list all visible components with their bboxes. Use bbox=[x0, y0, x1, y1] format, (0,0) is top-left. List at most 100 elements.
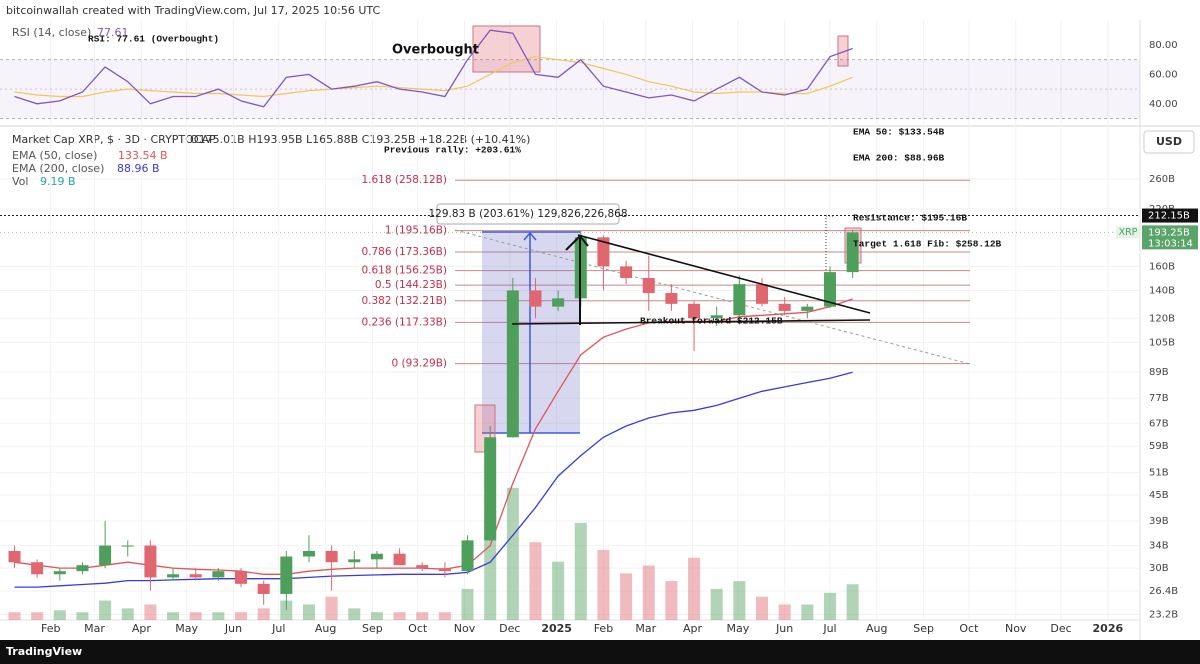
y-tick-label: 30B bbox=[1149, 563, 1169, 574]
candle-body bbox=[144, 545, 157, 578]
x-tick-label: Sep bbox=[913, 622, 934, 635]
y-tick-label: 120B bbox=[1149, 313, 1175, 324]
triangle-arrow bbox=[565, 234, 589, 325]
last-price-label: 193.25B bbox=[1148, 227, 1190, 238]
candle-body bbox=[235, 571, 248, 584]
volume-bar bbox=[597, 550, 610, 620]
rsi-tick-label: 80.00 bbox=[1149, 40, 1178, 51]
candle-body bbox=[302, 550, 315, 557]
y-tick-label: 26.4B bbox=[1149, 586, 1178, 597]
measure-label: 129.83 B (203.61%) 129,826,226,868 bbox=[428, 208, 627, 220]
candle-body bbox=[529, 290, 542, 307]
volume-bar bbox=[642, 565, 655, 620]
volume-bar bbox=[235, 612, 248, 620]
volume-bar bbox=[302, 604, 315, 620]
x-tick-label: Nov bbox=[454, 622, 476, 635]
annotation: Overbought bbox=[392, 43, 479, 58]
x-tick-label: 2025 bbox=[541, 622, 572, 635]
volume-bar bbox=[823, 592, 836, 620]
annotation: RSI: 77.61 (Overbought) bbox=[88, 34, 219, 45]
volume-bar bbox=[778, 604, 791, 620]
x-tick-label: Aug bbox=[866, 622, 887, 635]
candle-body bbox=[325, 550, 338, 563]
volume-bar bbox=[552, 561, 565, 620]
x-tick-label: Feb bbox=[594, 622, 613, 635]
x-tick-label: Dec bbox=[499, 622, 520, 635]
y-tick-label: 260B bbox=[1149, 174, 1175, 185]
volume-bar bbox=[438, 612, 451, 620]
annotation: EMA 200: $88.96B bbox=[853, 153, 945, 164]
fib-label: 0.236 (117.33B) bbox=[361, 316, 447, 328]
x-tick-label: Mar bbox=[635, 622, 656, 635]
candle-body bbox=[189, 574, 202, 578]
y-tick-label: 59B bbox=[1149, 441, 1169, 452]
candle-body bbox=[552, 298, 565, 307]
y-tick-label: 105B bbox=[1149, 337, 1175, 348]
volume-bar bbox=[710, 588, 723, 620]
x-tick-label: Oct bbox=[959, 622, 979, 635]
y-tick-label: 89B bbox=[1149, 367, 1169, 378]
footer-brand: TradingView bbox=[6, 645, 82, 658]
triangle-line bbox=[577, 234, 871, 314]
candle-body bbox=[257, 583, 270, 594]
x-tick-label: Nov bbox=[1005, 622, 1027, 635]
volume-bar bbox=[620, 573, 633, 620]
legend-name: Vol bbox=[12, 175, 28, 188]
measure-label-box bbox=[436, 203, 620, 225]
candle-body bbox=[53, 571, 66, 575]
y-tick-label: 45B bbox=[1149, 490, 1169, 501]
price-line-label: 212.15B bbox=[1148, 211, 1190, 222]
candle-body bbox=[710, 315, 723, 319]
volume-bar bbox=[574, 522, 587, 620]
candle-body bbox=[370, 553, 383, 560]
volume-bar bbox=[212, 612, 225, 620]
fib-label: 0 (93.29B) bbox=[392, 358, 447, 370]
volume-bar bbox=[348, 608, 361, 620]
rsi-legend-value: 77.61 bbox=[97, 26, 129, 39]
x-tick-label: Jul bbox=[822, 622, 836, 635]
volume-bar bbox=[76, 612, 89, 620]
volume-bar bbox=[121, 608, 134, 620]
highlight-box bbox=[837, 35, 849, 67]
candle-body bbox=[280, 556, 293, 594]
candle-body bbox=[99, 545, 112, 566]
last-price-name-tag bbox=[1116, 226, 1140, 239]
x-tick-label: Aug bbox=[315, 622, 336, 635]
candle-body bbox=[393, 553, 406, 566]
rsi-legend: RSI (14, close) bbox=[12, 26, 91, 39]
candle-body bbox=[348, 559, 361, 563]
volume-bar bbox=[688, 557, 701, 620]
fib-label: 1.618 (258.12B) bbox=[361, 174, 447, 186]
candle-body bbox=[506, 290, 519, 438]
y-tick-label: 51B bbox=[1149, 467, 1169, 478]
currency[interactable]: USD bbox=[1156, 135, 1182, 148]
legend-name: EMA (50, close) bbox=[12, 149, 97, 162]
volume-bar bbox=[733, 581, 746, 620]
x-tick-label: Apr bbox=[132, 622, 152, 635]
annotation: Breakout forward $212.15B bbox=[640, 316, 783, 327]
x-tick-label: Jun bbox=[224, 622, 242, 635]
ohlc-legend: O175.01B H193.95B L165.88B C193.25B +18.… bbox=[190, 133, 530, 146]
annotation: Target 1.618 Fib: $258.12B bbox=[853, 239, 1002, 250]
currency-button[interactable] bbox=[1143, 130, 1195, 154]
y-tick-label: 34B bbox=[1149, 541, 1169, 552]
x-tick-label: May bbox=[726, 622, 749, 635]
volume-bar bbox=[144, 604, 157, 620]
legend-value: 88.96 B bbox=[117, 162, 160, 175]
legend-name: EMA (200, close) bbox=[12, 162, 104, 175]
candle-body bbox=[642, 278, 655, 294]
volume-bar bbox=[189, 612, 202, 620]
candle-body bbox=[801, 306, 814, 311]
volume-bar bbox=[846, 584, 859, 620]
candle-body bbox=[756, 284, 769, 304]
candle-body bbox=[438, 568, 451, 572]
x-tick-label: Feb bbox=[41, 622, 60, 635]
footer-bar bbox=[0, 640, 1200, 664]
candle-body bbox=[461, 540, 474, 572]
last-price-name: XRP bbox=[1119, 227, 1138, 238]
y-tick-label: 140B bbox=[1149, 285, 1175, 296]
countdown: 13:03:14 bbox=[1148, 238, 1193, 249]
chart-title: Market Cap XRP, $ · 3D · CRYPTOCAP bbox=[12, 133, 216, 146]
candle-body bbox=[778, 303, 791, 311]
